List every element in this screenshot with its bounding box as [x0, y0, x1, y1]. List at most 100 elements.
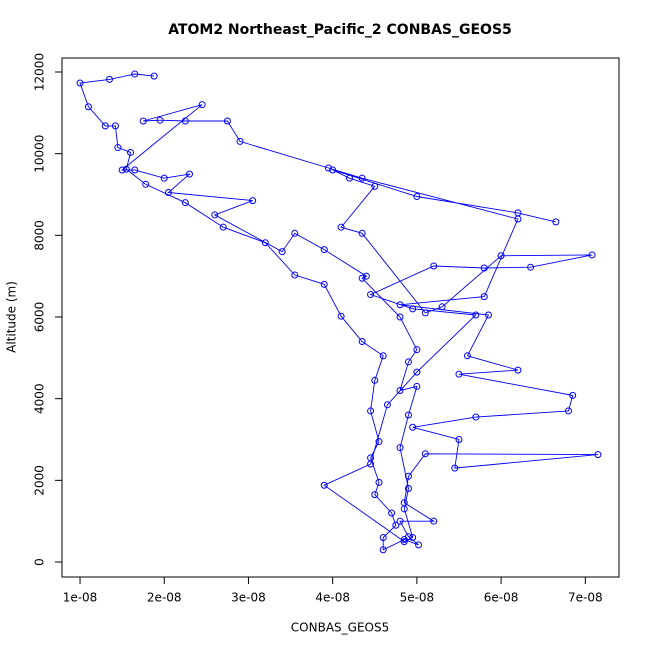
data-point	[164, 188, 172, 196]
data-point	[455, 436, 463, 444]
data-point	[564, 407, 572, 415]
y-axis-label: Altitude (m)	[5, 281, 19, 353]
x-tick-label: 4e-08	[315, 591, 350, 605]
data-point	[371, 491, 379, 499]
data-point	[358, 174, 366, 182]
data-point	[404, 472, 412, 480]
data-point	[430, 262, 438, 270]
data-point	[320, 246, 328, 254]
data-point	[367, 460, 375, 468]
y-tick-label: 8000	[33, 220, 47, 251]
data-point	[400, 505, 408, 513]
data-point	[181, 199, 189, 207]
data-point	[337, 223, 345, 231]
y-tick-label: 0	[33, 558, 47, 566]
data-point	[404, 411, 412, 419]
y-tick-label: 10000	[33, 135, 47, 173]
data-point	[375, 438, 383, 446]
data-point	[409, 534, 417, 542]
y-tick-label: 2000	[33, 465, 47, 496]
x-tick-label: 7e-08	[568, 591, 603, 605]
data-point	[569, 391, 577, 399]
data-point	[413, 382, 421, 390]
data-point	[320, 280, 328, 288]
chart-title: ATOM2 Northeast_Pacific_2 CONBAS_GEOS5	[168, 22, 512, 38]
data-point	[438, 303, 446, 311]
data-point	[396, 387, 404, 395]
y-tick-label: 4000	[33, 383, 47, 414]
plot-frame	[61, 57, 620, 578]
y-tick-label: 12000	[33, 53, 47, 91]
data-point	[527, 263, 535, 271]
y-tick-label: 6000	[33, 302, 47, 333]
data-point	[379, 546, 387, 554]
data-point	[142, 180, 150, 188]
data-point	[480, 293, 488, 301]
data-point	[236, 137, 244, 145]
x-tick-label: 6e-08	[484, 591, 519, 605]
data-point	[337, 312, 345, 320]
data-point	[198, 101, 206, 109]
data-point	[329, 166, 337, 174]
data-point	[484, 311, 492, 319]
data-point	[413, 346, 421, 354]
data-point	[122, 165, 130, 173]
data-point	[379, 352, 387, 360]
data-point	[472, 413, 480, 421]
data-point	[413, 193, 421, 201]
data-point	[114, 144, 122, 152]
data-point	[101, 122, 109, 130]
x-tick-label: 5e-08	[400, 591, 435, 605]
data-point	[139, 117, 147, 125]
data-point	[415, 541, 423, 549]
data-point	[396, 301, 404, 309]
data-point	[594, 451, 602, 459]
data-point	[76, 79, 84, 87]
data-point	[463, 352, 471, 360]
data-point	[421, 450, 429, 458]
data-point	[111, 122, 119, 130]
data-point	[150, 72, 158, 80]
data-point	[392, 521, 400, 529]
data-point	[409, 423, 417, 431]
data-point	[480, 264, 488, 272]
data-point	[396, 517, 404, 525]
data-point	[118, 166, 126, 174]
data-point	[514, 209, 522, 217]
data-point	[455, 370, 463, 378]
x-tick-label: 3e-08	[231, 591, 266, 605]
x-axis-label: CONBAS_GEOS5	[291, 621, 389, 635]
data-point	[396, 313, 404, 321]
x-tick-label: 1e-08	[63, 591, 98, 605]
data-point	[514, 366, 522, 374]
data-point	[291, 229, 299, 237]
data-point	[105, 75, 113, 83]
data-point	[324, 164, 332, 172]
data-point	[396, 444, 404, 452]
data-point	[127, 148, 135, 156]
data-point	[421, 309, 429, 317]
data-point	[291, 271, 299, 279]
data-point	[588, 251, 596, 259]
data-point	[404, 485, 412, 493]
data-point	[223, 117, 231, 125]
data-line	[79, 73, 598, 551]
data-point	[131, 166, 139, 174]
data-point	[413, 368, 421, 376]
data-point	[358, 274, 366, 282]
data-point	[383, 401, 391, 409]
data-point	[261, 239, 269, 247]
data-point	[367, 291, 375, 299]
data-point	[371, 376, 379, 384]
data-point	[367, 407, 375, 415]
data-point	[131, 70, 139, 78]
data-point	[388, 509, 396, 517]
data-point	[409, 305, 417, 313]
data-point	[362, 272, 370, 280]
data-point	[375, 478, 383, 486]
data-point	[181, 117, 189, 125]
data-point	[404, 358, 412, 366]
data-point	[430, 517, 438, 525]
data-point	[358, 229, 366, 237]
